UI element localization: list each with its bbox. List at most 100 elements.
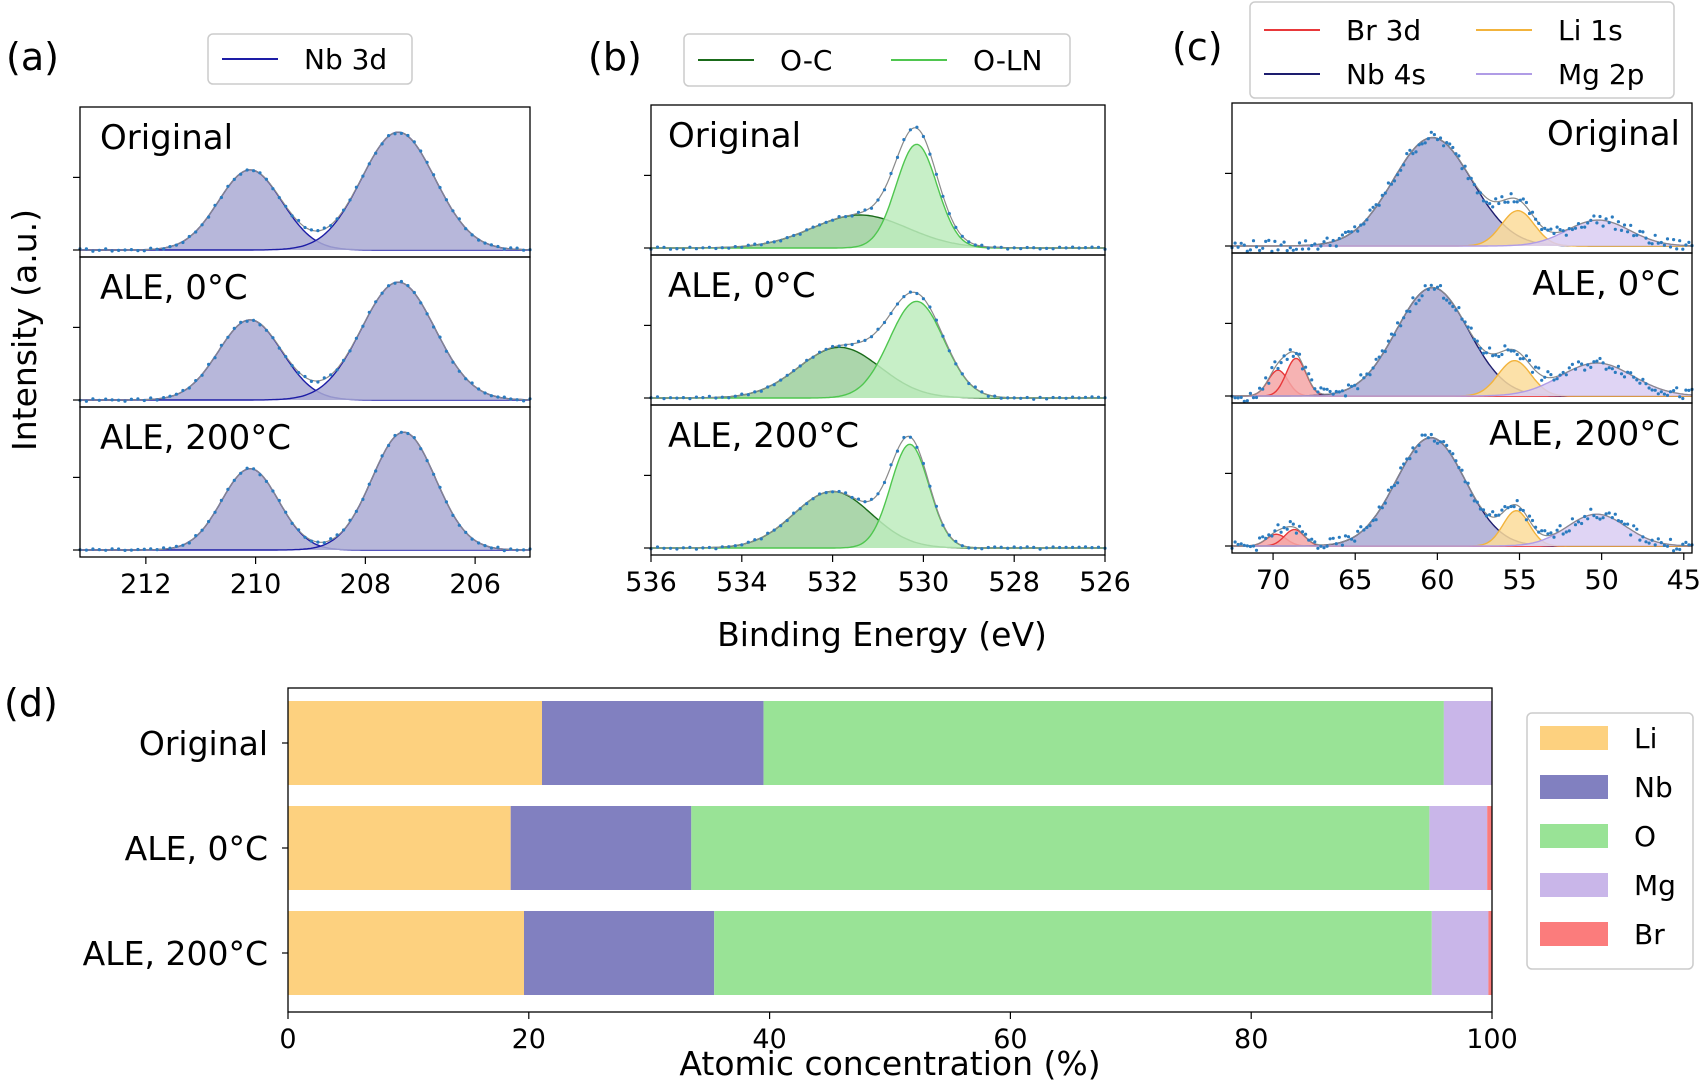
data-point (1340, 543, 1344, 547)
bar-segment (1443, 701, 1492, 785)
data-point (1601, 361, 1605, 365)
data-point (1420, 142, 1424, 146)
data-point (438, 335, 442, 339)
x-tick-label: 40 (752, 1024, 786, 1055)
data-point (1527, 358, 1532, 362)
data-point (496, 395, 500, 399)
data-point (1681, 542, 1685, 546)
data-point (149, 246, 153, 250)
data-point (84, 399, 88, 403)
data-point (895, 302, 900, 306)
data-point (123, 399, 127, 403)
data-point (84, 548, 88, 552)
bar-segment (714, 911, 1432, 995)
data-point (457, 217, 461, 221)
data-point (902, 138, 906, 142)
shared-x-axis-title: Binding Energy (eV) (717, 615, 1047, 654)
data-point (1607, 221, 1611, 225)
data-point (681, 247, 686, 251)
data-point (1012, 545, 1016, 549)
data-point (993, 545, 997, 549)
data-point (354, 509, 358, 513)
data-point (1589, 507, 1593, 511)
data-point (973, 546, 977, 550)
legend-frame (207, 33, 413, 85)
peak-area (651, 144, 1105, 248)
data-point (1472, 183, 1476, 187)
spectrum-row: Original (73, 106, 532, 258)
data-point (1475, 339, 1479, 343)
data-point (1045, 246, 1049, 250)
data-point (714, 396, 718, 400)
data-point (837, 344, 841, 348)
data-point (1463, 320, 1467, 324)
data-point (1423, 433, 1427, 437)
data-point (1368, 373, 1372, 377)
data-point (1567, 366, 1571, 370)
data-point (1233, 540, 1237, 544)
data-point (252, 318, 256, 322)
data-point (174, 392, 178, 396)
data-point (329, 373, 333, 377)
data-point (882, 188, 887, 192)
data-point (876, 198, 880, 202)
data-point (798, 507, 802, 511)
data-point (342, 358, 346, 362)
spectrum-row: ALE, 0°C (644, 254, 1107, 406)
data-point (792, 233, 796, 238)
data-point (502, 395, 506, 399)
data-point (902, 295, 906, 299)
data-point (779, 239, 783, 243)
data-point (1644, 236, 1648, 240)
data-point (464, 377, 468, 381)
data-point (1064, 396, 1068, 400)
data-point (1245, 544, 1249, 548)
data-point (1429, 283, 1433, 287)
data-point (1491, 205, 1495, 209)
legend: Br 3d Nb 4s Li 1s Mg 2p (1249, 1, 1675, 99)
legend-label: Nb 4s (1346, 58, 1426, 91)
data-point (1429, 432, 1433, 437)
data-point (1353, 225, 1357, 229)
data-point (91, 397, 95, 401)
row-label: ALE, 200°C (668, 416, 859, 456)
data-point (1601, 516, 1605, 520)
data-point (1423, 141, 1427, 145)
data-point (284, 355, 288, 359)
data-point (393, 433, 397, 438)
data-point (367, 482, 371, 486)
bar-segment (542, 701, 764, 785)
data-point (1331, 238, 1335, 243)
bar-segment (1487, 806, 1492, 890)
data-point (1653, 543, 1657, 547)
data-point (258, 473, 262, 477)
data-point (921, 461, 926, 466)
data-point (727, 246, 731, 250)
spectrum-row: Original (644, 104, 1107, 256)
data-point (1540, 378, 1544, 382)
bar-segment (1488, 911, 1492, 995)
data-point (1380, 349, 1384, 353)
data-point (1374, 357, 1378, 361)
peak-area (1232, 287, 1692, 396)
data-point (1678, 547, 1682, 552)
bar-segment (1429, 806, 1488, 890)
data-point (1334, 542, 1338, 546)
x-tick-label: 65 (1338, 565, 1372, 596)
data-point (483, 544, 487, 548)
data-point (1316, 247, 1320, 251)
data-point (1316, 390, 1320, 394)
data-point (387, 134, 391, 138)
data-point (908, 128, 913, 132)
data-point (104, 548, 108, 552)
legend-swatch (1540, 922, 1608, 946)
data-point (1570, 517, 1574, 521)
data-point (856, 210, 861, 214)
data-point (1534, 365, 1538, 369)
data-point (1472, 337, 1476, 341)
data-point (361, 497, 365, 501)
data-point (207, 519, 211, 524)
data-point (1626, 230, 1630, 234)
data-point (1622, 223, 1627, 227)
x-tick-label: 208 (340, 569, 392, 600)
